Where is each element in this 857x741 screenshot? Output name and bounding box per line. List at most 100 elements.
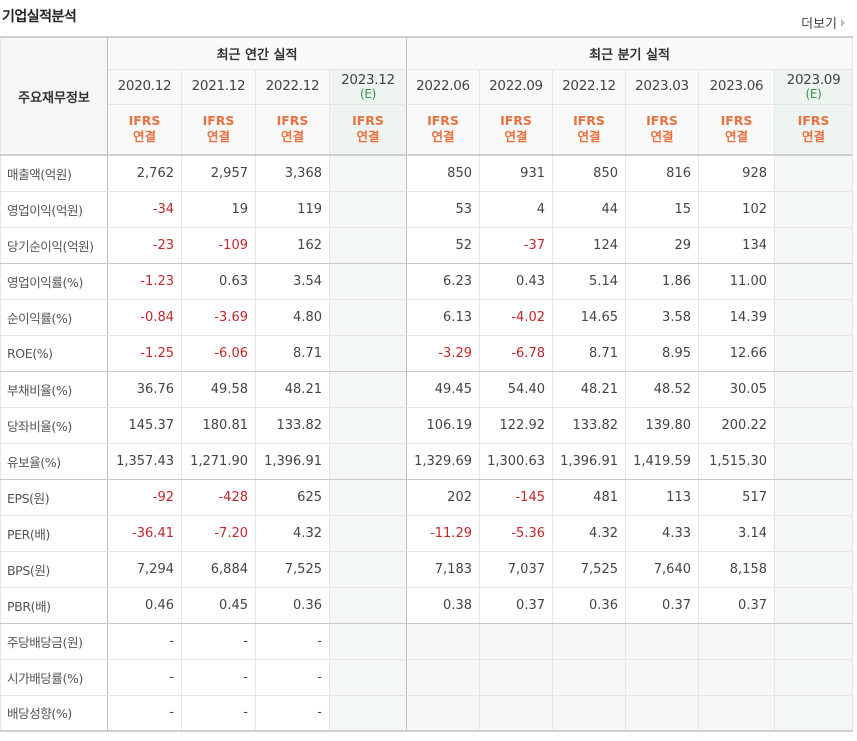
metric-label: 당기순이익(억원) [0, 226, 108, 264]
quarterly-value [479, 658, 553, 696]
quarterly-value: 124 [552, 226, 626, 264]
annual-value: 7,294 [107, 550, 182, 588]
ifrs-label: IFRS [720, 113, 753, 129]
annual-value: 119 [255, 190, 330, 228]
quarterly-value: 0.37 [479, 586, 553, 624]
period-label: 2021.12 [191, 78, 246, 94]
quarterly-value: 4.32 [552, 514, 626, 552]
accounting-basis: IFRS 연결 [107, 103, 182, 156]
period-header: 2022.09 [479, 68, 553, 105]
annual-value [329, 514, 407, 552]
quarterly-value [773, 190, 854, 228]
quarterly-value [773, 514, 854, 552]
quarterly-value: 1.86 [625, 262, 699, 300]
table-row: 순이익률(%) -0.84 -3.69 4.80 6.13 -4.02 14.65 3.58 1… [0, 298, 854, 336]
quarterly-value: 6.23 [406, 262, 480, 300]
quarterly-value [625, 694, 699, 732]
quarterly-value: -11.29 [406, 514, 480, 552]
annual-value: - [181, 694, 256, 732]
quarterly-value [625, 622, 699, 660]
metric-label: 부채비율(%) [0, 370, 108, 408]
annual-value: 625 [255, 478, 330, 516]
quarterly-value: 1,515.30 [698, 442, 775, 480]
quarterly-value [773, 442, 854, 480]
ifrs-label: IFRS [352, 113, 384, 129]
annual-value: -36.41 [107, 514, 182, 552]
annual-value [329, 478, 407, 516]
metric-label: BPS(원) [0, 550, 108, 588]
period-label: 2020.12 [117, 78, 172, 94]
period-header: 2020.12 [107, 68, 182, 105]
consolidated-label: 연결 [431, 129, 455, 145]
accounting-basis: IFRS 연결 [181, 103, 256, 156]
period-label: 2023.12 [341, 71, 395, 88]
accounting-basis: IFRS 연결 [773, 103, 854, 156]
annual-value: 162 [255, 226, 330, 264]
period-header: 2023.12 (E) [329, 68, 407, 105]
quarterly-value: -5.36 [479, 514, 553, 552]
annual-value: - [107, 622, 182, 660]
table-row: 주당배당금(원) - - - [0, 622, 854, 660]
accounting-basis: IFRS 연결 [479, 103, 553, 156]
ifrs-label: IFRS [500, 113, 532, 129]
accounting-basis: IFRS 연결 [329, 103, 407, 156]
table-row: 당기순이익(억원) -23 -109 162 52 -37 124 29 134 [0, 226, 854, 264]
period-header: 2022.12 [552, 68, 626, 105]
quarterly-value: 7,640 [625, 550, 699, 588]
quarterly-value [773, 262, 854, 300]
quarterly-value: 5.14 [552, 262, 626, 300]
annual-value [329, 622, 407, 660]
annual-value: -0.84 [107, 298, 182, 336]
quarterly-value [773, 154, 854, 192]
ifrs-label: IFRS [202, 113, 235, 129]
metric-label: 시가배당률(%) [0, 658, 108, 696]
metric-label: 배당성향(%) [0, 694, 108, 732]
annual-value: 48.21 [255, 370, 330, 408]
annual-value [329, 226, 407, 264]
quarterly-value: 54.40 [479, 370, 553, 408]
table-row: BPS(원) 7,294 6,884 7,525 7,183 7,037 7,525 7,64… [0, 550, 854, 588]
quarterly-value: -3.29 [406, 334, 480, 372]
quarterly-value: 0.37 [698, 586, 775, 624]
quarterly-value: 8,158 [698, 550, 775, 588]
period-label: 2022.06 [416, 78, 470, 94]
table-row: 배당성향(%) - - - [0, 694, 854, 732]
annual-value: - [181, 622, 256, 660]
quarterly-value [698, 622, 775, 660]
annual-value: 6,884 [181, 550, 256, 588]
table-row: PER(배) -36.41 -7.20 4.32 -11.29 -5.36 4.32 4.33… [0, 514, 854, 552]
quarterly-value: 6.13 [406, 298, 480, 336]
quarterly-value: 106.19 [406, 406, 480, 444]
quarterly-group-header: 최근 분기 실적 [405, 36, 854, 70]
quarterly-value: 1,300.63 [479, 442, 553, 480]
annual-value: 0.36 [255, 586, 330, 624]
metric-label: 당좌비율(%) [0, 406, 108, 444]
period-header: 2021.12 [181, 68, 256, 105]
annual-value: -109 [181, 226, 256, 264]
annual-value: - [255, 694, 330, 732]
quarterly-value: 48.21 [552, 370, 626, 408]
quarterly-value [406, 694, 480, 732]
financial-summary-table: 주요재무정보 최근 연간 실적 최근 분기 실적 2020.12 2021.12 2… [0, 36, 854, 732]
quarterly-value: 30.05 [698, 370, 775, 408]
quarterly-value: 850 [406, 154, 480, 192]
quarterly-value: 3.14 [698, 514, 775, 552]
quarterly-value: 200.22 [698, 406, 775, 444]
metric-label: 순이익률(%) [0, 298, 108, 336]
quarterly-value: 113 [625, 478, 699, 516]
quarterly-value: 14.39 [698, 298, 775, 336]
annual-value [329, 154, 407, 192]
metric-label: 주당배당금(원) [0, 622, 108, 660]
annual-value: - [107, 694, 182, 732]
quarterly-value [773, 658, 854, 696]
more-link[interactable]: 더보기 [801, 13, 845, 32]
annual-value [329, 442, 407, 480]
annual-value [329, 370, 407, 408]
consolidated-label: 연결 [280, 129, 304, 145]
annual-value [329, 190, 407, 228]
annual-value: -1.25 [107, 334, 182, 372]
quarterly-value: 850 [552, 154, 626, 192]
quarterly-value: 7,037 [479, 550, 553, 588]
quarterly-value: 49.45 [406, 370, 480, 408]
metric-label: ROE(%) [0, 334, 108, 372]
